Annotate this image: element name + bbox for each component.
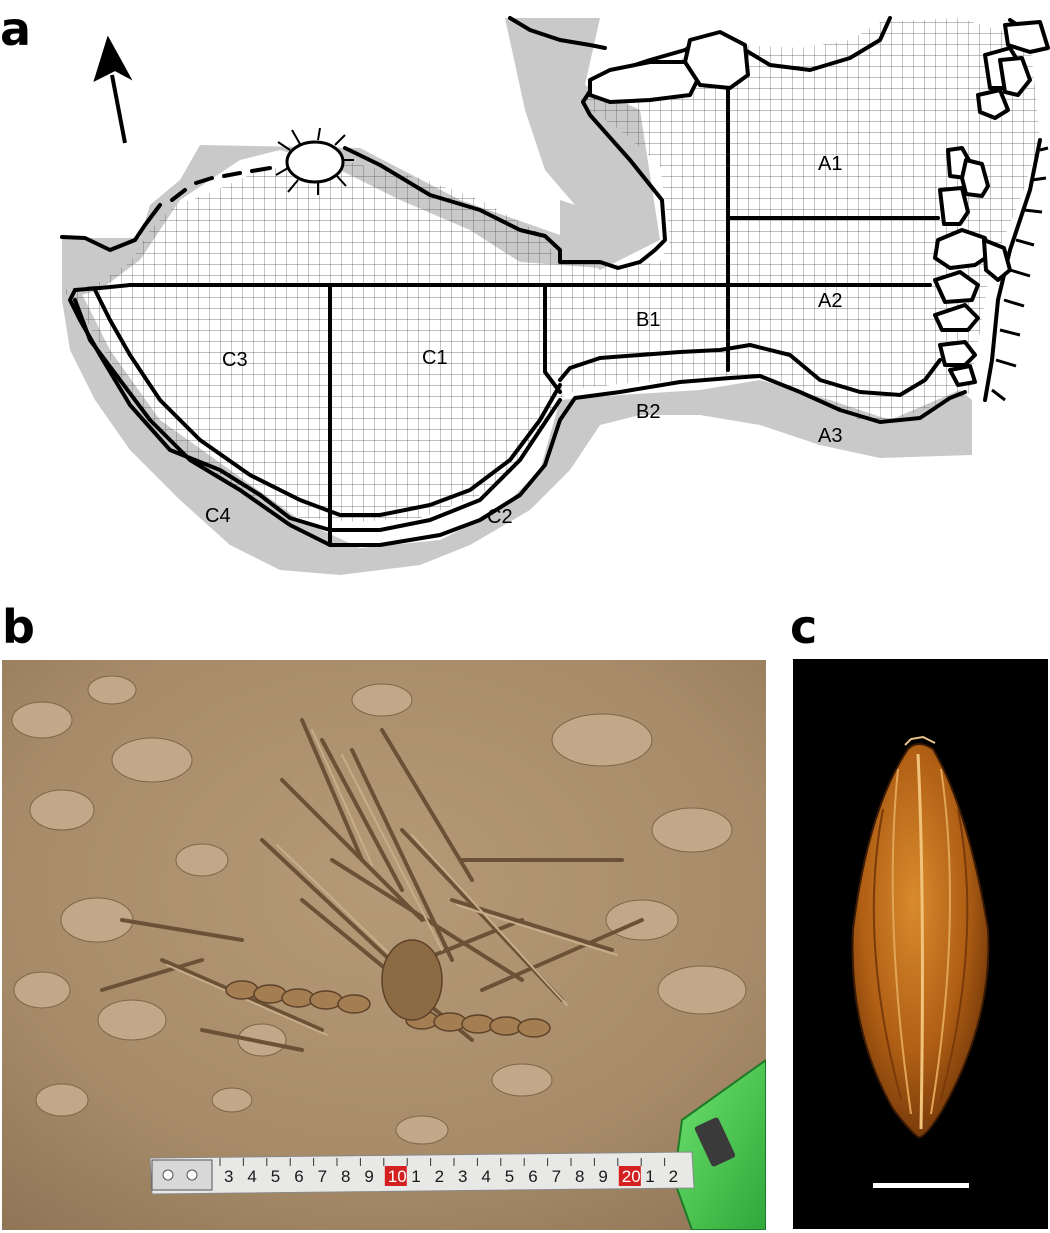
tape-measure-clip (694, 1117, 736, 1167)
tape-number: 9 (598, 1167, 607, 1186)
tape-number: 5 (505, 1167, 514, 1186)
tape-number: 4 (247, 1167, 256, 1186)
zone-label-A3: A3 (818, 425, 842, 447)
braided-rope (225, 939, 551, 1038)
zone-label-C1: C1 (422, 347, 448, 369)
tape-number: 2 (435, 1167, 444, 1186)
zone-label-A1: A1 (818, 153, 842, 175)
gridded-excavation-area (62, 18, 1040, 522)
tape-number: 1 (645, 1167, 654, 1186)
plant-remains-light (166, 729, 618, 1036)
wall-hatching (991, 146, 1049, 402)
zone-label-A2: A2 (818, 290, 842, 312)
tape-number: 9 (364, 1167, 373, 1186)
tape-number: 3 (458, 1167, 467, 1186)
tape-number: 20 (622, 1167, 641, 1186)
soil-clods (11, 675, 747, 1145)
boulder-outlines (588, 20, 1050, 387)
tape-number: 2 (669, 1167, 678, 1186)
panel-b-letter: b (2, 600, 35, 654)
tape-number: 8 (575, 1167, 584, 1186)
tape-number: 7 (552, 1167, 561, 1186)
tape-number: 10 (388, 1167, 407, 1186)
excavation-boundaries (60, 16, 1042, 547)
zone-label-B2: B2 (636, 401, 660, 423)
tape-highlight-10 (384, 1166, 407, 1186)
tape-measure: 3 4 5 6 7 8 9 10 1 2 3 4 5 6 7 8 9 20 1 2 (149, 1151, 695, 1195)
tape-ticks: 3 4 5 6 7 8 9 10 1 2 3 4 5 6 7 8 9 20 1 2 (219, 1158, 678, 1186)
zone-label-C2: C2 (487, 506, 513, 528)
barley-grain (851, 735, 990, 1139)
north-arrow-icon (93, 35, 133, 144)
scale-bar (873, 1183, 969, 1188)
seed-photo (793, 659, 1048, 1229)
site-plan-drawing: A1 A2 A3 B1 B2 C1 C2 C3 C4 (60, 16, 1050, 575)
panel-c-letter: c (790, 600, 818, 654)
tape-number: 5 (271, 1167, 280, 1186)
tape-number: 6 (294, 1167, 303, 1186)
tape-highlight-20 (618, 1166, 641, 1186)
panel-a-letter: a (0, 2, 32, 56)
tape-number: 1 (411, 1167, 420, 1186)
excavation-photo: 3 4 5 6 7 8 9 10 1 2 3 4 5 6 7 8 9 20 1 2 (2, 660, 766, 1230)
tape-number: 7 (318, 1167, 327, 1186)
tape-number: 4 (481, 1167, 490, 1186)
pit-symbol (275, 127, 354, 195)
tape-number: 3 (224, 1167, 233, 1186)
zone-label-C4: C4 (205, 505, 231, 527)
zone-label-C3: C3 (222, 349, 248, 371)
zone-label-B1: B1 (636, 309, 660, 331)
tape-number: 6 (528, 1167, 537, 1186)
tape-number: 8 (341, 1167, 350, 1186)
